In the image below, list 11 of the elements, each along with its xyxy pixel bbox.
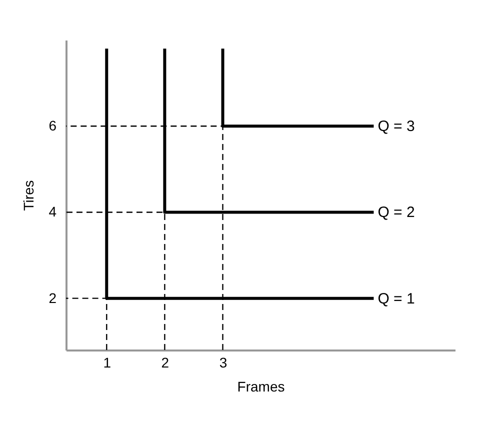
- y-axis-title: Tires: [20, 180, 37, 211]
- series-label: Q = 2: [378, 204, 415, 222]
- y-tick-label: 6: [48, 118, 57, 134]
- x-tick-label: 2: [161, 354, 170, 370]
- x-axis-title: Frames: [237, 378, 285, 394]
- y-tick-label: 4: [48, 204, 57, 220]
- x-tick-label: 3: [219, 354, 228, 370]
- series-label: Q = 1: [378, 290, 415, 308]
- x-tick-label: 1: [103, 354, 112, 370]
- series-label: Q = 3: [378, 118, 415, 136]
- y-tick-label: 2: [48, 290, 57, 306]
